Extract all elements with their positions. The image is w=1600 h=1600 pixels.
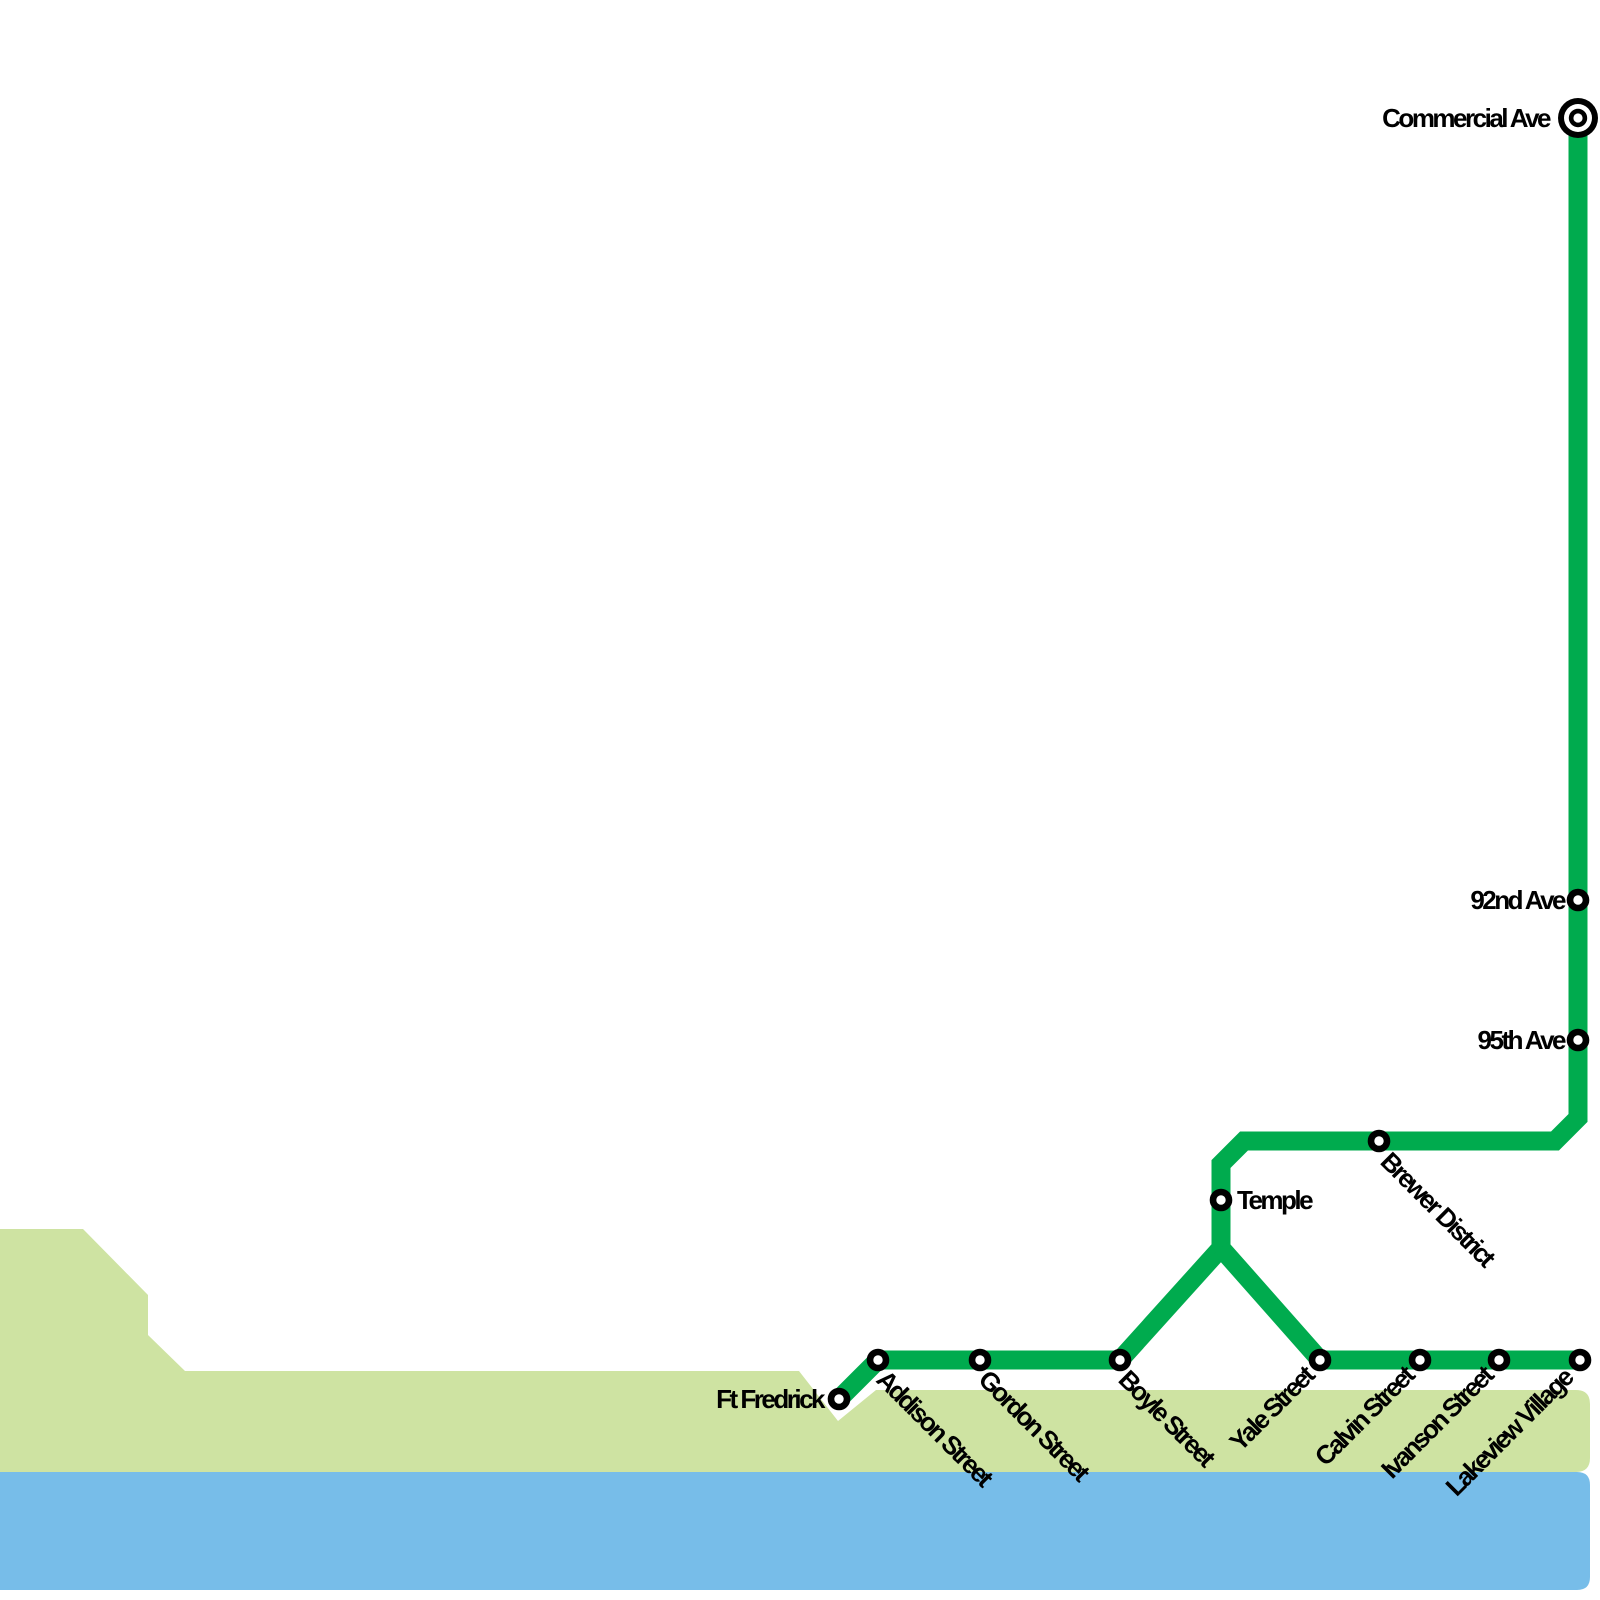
station-label-layer: Commercial Ave 92nd Ave 95th Ave Brewer Dis… — [716, 103, 1580, 1502]
station-marker-temple — [1209, 1188, 1233, 1212]
station-marker-95th-ave — [1566, 1028, 1590, 1052]
station-marker-commercial-ave-terminus-icon — [1558, 98, 1598, 138]
station-marker-addison-street — [866, 1348, 890, 1372]
line-layer — [832, 118, 1588, 1406]
station-marker-ivanson-street — [1487, 1348, 1511, 1372]
station-label-95th-ave: 95th Ave — [1478, 1025, 1566, 1055]
station-label-92nd-ave: 92nd Ave — [1470, 885, 1566, 915]
green-line-segment-1 — [832, 1241, 1229, 1406]
station-marker-ft-fredrick — [827, 1387, 851, 1411]
station-marker-gordon-street — [968, 1348, 992, 1372]
station-marker-lakeview-village — [1568, 1348, 1592, 1372]
station-label-brewer-district: Brewer District — [1375, 1146, 1502, 1273]
station-marker-yale-street — [1308, 1348, 1332, 1372]
station-marker-92nd-ave — [1566, 888, 1590, 912]
station-label-temple: Temple — [1237, 1185, 1313, 1215]
station-marker-calvin-street — [1408, 1348, 1432, 1372]
land-layer — [0, 1229, 1590, 1472]
green-line-segment-0 — [1211, 118, 1588, 1253]
station-marker-boyle-street — [1108, 1348, 1132, 1372]
green-line-segment-2 — [1213, 1241, 1580, 1370]
land-area — [0, 1229, 1590, 1472]
water-area — [0, 1472, 1590, 1590]
station-label-ft-fredrick: Ft Fredrick — [716, 1384, 826, 1414]
station-label-commercial-ave: Commercial Ave — [1382, 103, 1551, 133]
water-layer — [0, 1472, 1590, 1590]
station-marker-brewer-district — [1367, 1129, 1391, 1153]
station-marker-layer — [827, 98, 1598, 1411]
